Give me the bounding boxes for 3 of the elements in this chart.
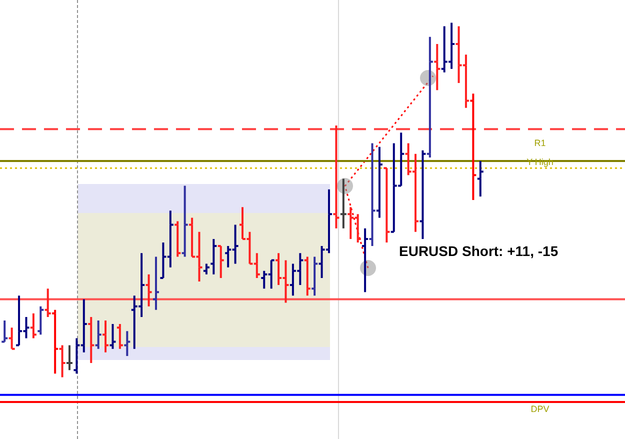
ref-line-label: R1: [534, 138, 546, 148]
ref-line-label: DPV: [530, 404, 550, 414]
annotation: EURUSD Short: +11, -15: [399, 243, 558, 259]
